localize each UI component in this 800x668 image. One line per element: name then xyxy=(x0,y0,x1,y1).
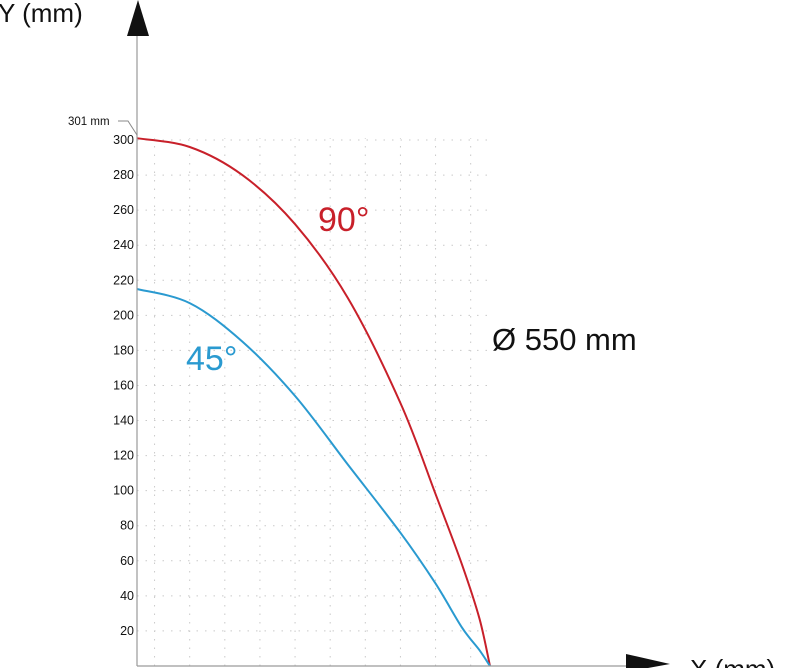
y-tick-label: 100 xyxy=(113,484,134,498)
y-tick-label: 120 xyxy=(113,449,134,463)
axes xyxy=(127,0,670,668)
y-tick-label: 260 xyxy=(113,203,134,217)
y-axis-arrow xyxy=(127,0,149,36)
y-tick-label: 280 xyxy=(113,168,134,182)
diameter-annotation: Ø 550 mm xyxy=(492,322,637,357)
max-reach-label: 301 mm xyxy=(68,116,110,128)
y-tick-label: 200 xyxy=(113,308,134,322)
max-reach-leader xyxy=(118,120,138,136)
y-tick-label: 140 xyxy=(113,414,134,428)
series-labels: 90° 45° xyxy=(186,201,369,378)
series-label-45: 45° xyxy=(186,340,237,378)
y-tick-label: 160 xyxy=(113,378,134,392)
y-tick-label: 20 xyxy=(120,624,134,638)
y-tick-label: 80 xyxy=(120,519,134,533)
max-reach-callout: 301 mm xyxy=(68,116,138,136)
y-tick-label: 60 xyxy=(120,554,134,568)
grid xyxy=(137,138,489,666)
y-tick-labels: 20 40 60 80 100 120 140 160 180 200 220 240 260 280 30… xyxy=(113,133,134,638)
series-curve-90 xyxy=(136,137,491,667)
series-curves xyxy=(136,137,491,667)
y-tick-label: 40 xyxy=(120,589,134,603)
series-label-90: 90° xyxy=(318,201,369,239)
y-tick-label: 180 xyxy=(113,343,134,357)
x-axis-arrow xyxy=(626,654,670,668)
y-tick-label: 300 xyxy=(113,133,134,147)
y-tick-label: 240 xyxy=(113,238,134,252)
y-tick-label: 220 xyxy=(113,273,134,287)
series-curve-45 xyxy=(136,288,491,667)
x-axis-title: X (mm) xyxy=(690,654,775,668)
y-axis-title: Y (mm) xyxy=(0,0,83,28)
